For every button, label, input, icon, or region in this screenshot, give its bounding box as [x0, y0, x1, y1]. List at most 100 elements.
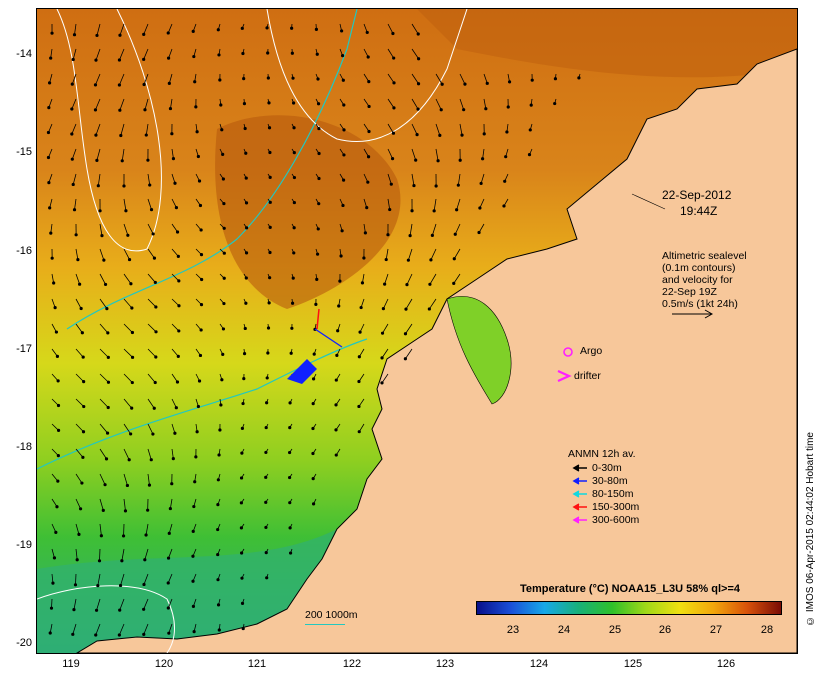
- velocity-vector-head: [122, 184, 126, 188]
- velocity-vector-head: [152, 256, 157, 260]
- velocity-vector: [119, 73, 125, 86]
- velocity-vector-head: [174, 206, 179, 210]
- velocity-vector-head: [54, 530, 58, 534]
- velocity-vector: [167, 598, 173, 609]
- velocity-vector: [147, 473, 150, 486]
- velocity-vector-head: [175, 230, 180, 234]
- velocity-vector-head: [142, 57, 146, 61]
- velocity-vector-head: [96, 584, 100, 588]
- velocity-vector: [435, 73, 443, 85]
- velocity-vector-head: [244, 276, 248, 280]
- velocity-vector-head: [241, 401, 245, 406]
- velocity-vector-head: [458, 158, 462, 162]
- velocity-vector-head: [47, 81, 52, 85]
- velocity-vector-head: [118, 583, 123, 588]
- velocity-vector: [453, 248, 461, 259]
- velocity-vector-head: [267, 301, 271, 305]
- velocity-vector: [99, 298, 108, 309]
- legend-label: 30-80m: [592, 475, 628, 487]
- velocity-vector: [123, 273, 132, 284]
- velocity-vector-head: [74, 233, 78, 237]
- velocity-vector-head: [218, 78, 222, 82]
- velocity-vector-head: [264, 425, 268, 430]
- velocity-vector-head: [436, 159, 440, 163]
- velocity-vector-head: [56, 479, 60, 483]
- land-mass: [76, 48, 797, 653]
- velocity-vector: [171, 273, 180, 282]
- velocity-vector: [123, 298, 133, 309]
- velocity-vector-head: [316, 227, 320, 231]
- velocity-vector-head: [242, 102, 247, 106]
- velocity-vector: [171, 148, 174, 159]
- velocity-vector-head: [216, 478, 220, 482]
- isobath-1000m: [66, 9, 358, 330]
- velocity-vector-head: [366, 180, 370, 184]
- velocity-vector-head: [334, 453, 338, 457]
- velocity-vector-head: [117, 83, 121, 87]
- velocity-vector-head: [240, 601, 245, 605]
- velocity-vector: [435, 148, 439, 161]
- velocity-vector-head: [199, 228, 203, 232]
- velocity-vector-head: [288, 426, 292, 430]
- velocity-vector: [119, 98, 125, 111]
- velocity-vector-head: [177, 279, 181, 283]
- velocity-vector-head: [452, 281, 456, 285]
- velocity-vector-head: [154, 330, 158, 334]
- velocity-vector-head: [149, 458, 153, 462]
- legend-label: 300-600m: [592, 514, 640, 526]
- velocity-vector: [120, 573, 125, 586]
- velocity-vector: [75, 373, 84, 382]
- velocity-vector-head: [99, 534, 103, 538]
- velocity-vector: [75, 448, 84, 458]
- velocity-vector: [75, 523, 80, 535]
- velocity-vector-head: [147, 483, 152, 487]
- velocity-vector-head: [264, 475, 268, 479]
- velocity-vector-head: [455, 208, 459, 212]
- velocity-vector-head: [290, 51, 294, 55]
- velocity-vector-head: [452, 257, 456, 261]
- velocity-vector-head: [363, 231, 367, 235]
- velocity-vector-head: [366, 155, 371, 159]
- mooring-arrow-blue-2: [314, 328, 343, 348]
- lat-tick: -15: [16, 146, 32, 158]
- altimetry-note-line: (0.1m contours): [662, 262, 736, 274]
- velocity-vector-head: [199, 252, 204, 257]
- velocity-vector: [168, 73, 173, 84]
- velocity-vector-head: [49, 231, 53, 235]
- velocity-vector: [405, 298, 413, 310]
- velocity-vector-head: [177, 304, 181, 308]
- velocity-vector-head: [217, 453, 221, 457]
- lat-tick: -14: [16, 48, 32, 60]
- map-panel[interactable]: [36, 8, 798, 654]
- credit-text: © IMOS 06-Apr-2015 02:44:02 Hobart time: [805, 432, 816, 626]
- velocity-vector-head: [242, 377, 246, 381]
- velocity-vector: [123, 198, 127, 211]
- velocity-vector-head: [240, 551, 244, 555]
- velocity-vector-head: [268, 250, 272, 255]
- temperature-colorbar: [476, 601, 782, 615]
- velocity-vector-head: [365, 30, 369, 35]
- velocity-vector-head: [290, 326, 294, 330]
- anmn-legend-item: 300-600m: [572, 514, 639, 526]
- velocity-vector-head: [317, 126, 321, 131]
- velocity-vector-head: [194, 105, 198, 109]
- velocity-vector-head: [73, 583, 78, 587]
- velocity-vector-head: [192, 630, 196, 634]
- velocity-vector: [405, 323, 413, 334]
- velocity-vector: [97, 573, 101, 586]
- velocity-vector: [147, 398, 155, 409]
- velocity-vector-head: [130, 406, 134, 410]
- bathymetry-legend-line: [305, 624, 345, 625]
- sealevel-contour: [37, 585, 175, 653]
- velocity-vector-head: [167, 81, 171, 85]
- velocity-vector-head: [148, 183, 152, 187]
- velocity-vector-head: [49, 606, 54, 610]
- velocity-vector-head: [288, 551, 293, 555]
- anmn-legend-item: 0-30m: [572, 462, 622, 474]
- velocity-vector: [411, 148, 417, 161]
- velocity-vector-head: [267, 126, 272, 130]
- velocity-vector-head: [221, 352, 225, 356]
- anmn-legend-item: 30-80m: [572, 475, 628, 487]
- velocity-vector-head: [460, 133, 464, 137]
- velocity-vector-head: [242, 352, 247, 356]
